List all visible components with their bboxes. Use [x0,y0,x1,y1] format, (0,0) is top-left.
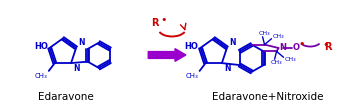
FancyArrow shape [148,49,186,61]
Text: CH₃: CH₃ [272,34,284,39]
Text: R: R [324,42,332,52]
Text: Edaravone: Edaravone [38,92,94,102]
Text: N: N [279,43,287,53]
Text: N: N [229,38,235,47]
Text: •: • [322,40,329,50]
Text: HO: HO [34,42,48,51]
Text: HO: HO [185,42,199,51]
Text: Edaravone+Nitroxide: Edaravone+Nitroxide [211,92,323,102]
Text: N: N [224,64,230,73]
Text: •: • [298,39,305,49]
Text: •: • [160,15,167,25]
Text: CH₃: CH₃ [271,60,282,65]
Text: CH₃: CH₃ [186,73,199,79]
Text: CH₃: CH₃ [284,57,296,62]
Text: O: O [292,43,299,53]
Text: N: N [73,64,79,73]
Text: R: R [151,18,159,28]
Text: N: N [78,38,85,47]
Text: CH₃: CH₃ [259,31,270,36]
Text: CH₃: CH₃ [35,73,48,79]
